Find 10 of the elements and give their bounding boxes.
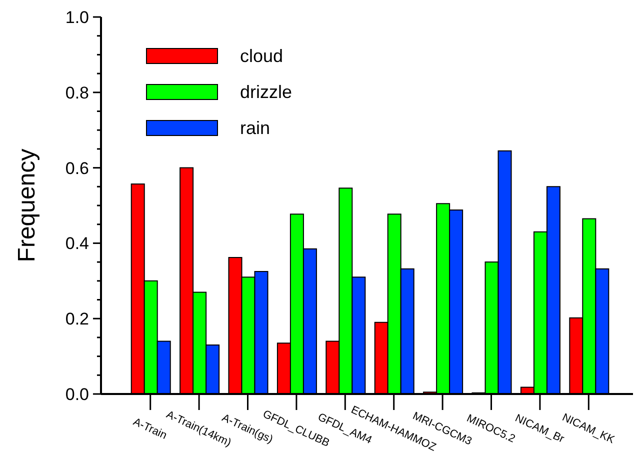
y-tick-label: 0.6 [65, 158, 89, 178]
y-tick-label: 0.8 [65, 83, 89, 102]
legend-label: cloud [240, 46, 284, 66]
y-axis-title: Frequency [14, 148, 41, 262]
y-tick-label: 0.2 [65, 310, 89, 329]
y-tick-label: 0.4 [65, 234, 89, 254]
y-tick-label: 0.0 [65, 384, 89, 404]
legend-label: rain [240, 118, 270, 138]
legend-label: drizzle [240, 82, 292, 102]
y-tick-label: 1.0 [65, 8, 89, 27]
